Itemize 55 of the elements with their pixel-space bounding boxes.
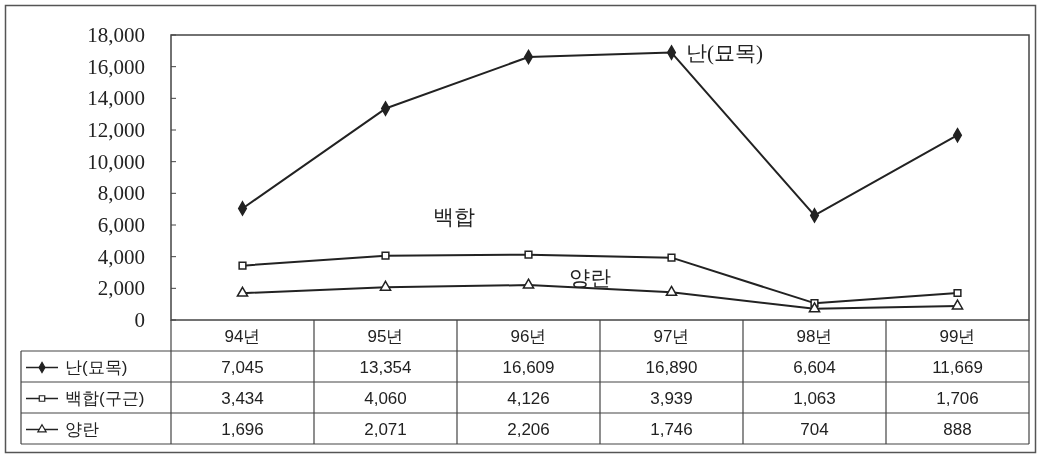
data-label: 4,126 <box>507 389 550 408</box>
x-tick-label: 98년 <box>796 327 833 346</box>
data-label: 16,890 <box>645 358 698 377</box>
point <box>667 253 676 262</box>
data-label: 4,060 <box>364 389 407 408</box>
y-tick-label: 0 <box>134 308 145 332</box>
annotation: 백합 <box>433 205 476 230</box>
point <box>237 201 248 216</box>
point <box>380 101 391 116</box>
y-tick-label: 12,000 <box>87 118 145 142</box>
point <box>238 261 247 270</box>
data-label: 888 <box>943 420 972 439</box>
data-label: 3,939 <box>650 389 693 408</box>
data-label: 2,071 <box>364 420 407 439</box>
point <box>809 208 820 223</box>
y-tick-label: 4,000 <box>97 244 145 269</box>
data-label: 1,746 <box>650 420 693 439</box>
y-tick-label: 10,000 <box>87 149 145 174</box>
y-tick-label: 6,000 <box>97 213 145 237</box>
point <box>953 288 962 298</box>
data-label: 11,669 <box>932 358 983 377</box>
y-tick-label: 2,000 <box>97 276 145 301</box>
data-label: 1,706 <box>936 389 979 408</box>
y-tick-label: 18,000 <box>87 23 145 47</box>
x-tick-label: 95년 <box>367 327 404 346</box>
point <box>236 286 249 297</box>
data-label: 1,063 <box>793 389 836 408</box>
point <box>666 45 677 60</box>
data-label: 704 <box>800 420 829 439</box>
point <box>808 302 821 313</box>
annotation: 양란 <box>568 266 611 291</box>
point <box>379 280 392 291</box>
point <box>951 299 964 310</box>
y-tick-label: 14,000 <box>87 86 145 111</box>
x-tick-label: 99년 <box>939 327 976 346</box>
point <box>381 251 390 260</box>
data-label: 16,609 <box>502 358 555 377</box>
point <box>522 278 535 289</box>
data-label: 2,206 <box>507 420 550 439</box>
point <box>665 285 678 297</box>
point <box>524 250 533 259</box>
x-tick-label: 94년 <box>224 327 261 346</box>
data-label: 7,045 <box>221 358 264 377</box>
annotation: 난(묘목) <box>685 40 763 65</box>
legend-label: 양란 <box>65 420 99 439</box>
data-label: 6,604 <box>793 358 836 377</box>
legend-label: 백합(구근) <box>65 389 145 408</box>
x-tick-label: 97년 <box>653 327 690 346</box>
data-label: 3,434 <box>221 389 264 408</box>
legend-label: 난(묘목) <box>65 358 128 377</box>
x-tick-label: 96년 <box>510 327 547 346</box>
data-label: 1,696 <box>221 420 264 439</box>
data-label: 13,354 <box>359 358 412 377</box>
y-tick-label: 8,000 <box>97 181 145 206</box>
y-tick-label: 16,000 <box>87 54 145 79</box>
